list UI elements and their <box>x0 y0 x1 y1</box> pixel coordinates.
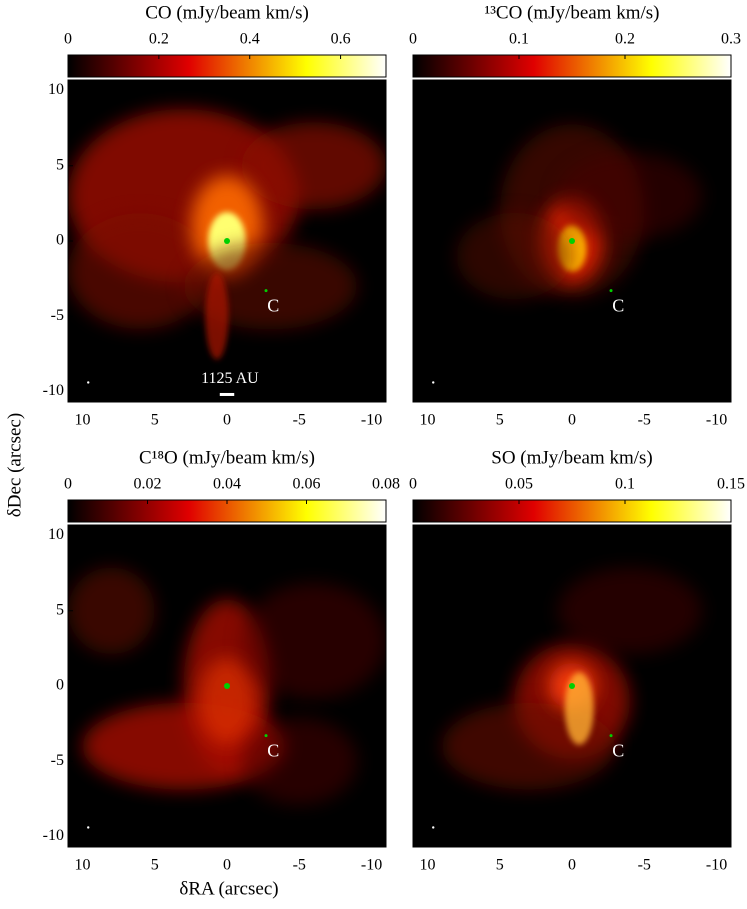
emission <box>241 122 386 210</box>
y-tick-label: -10 <box>43 827 64 844</box>
x-tick-label: -5 <box>293 857 306 874</box>
source-peak <box>224 238 230 244</box>
x-tick-label: 10 <box>419 412 435 429</box>
colorbar-tick-label: 0.1 <box>615 476 635 493</box>
heatmap <box>68 80 386 402</box>
emission <box>205 272 229 360</box>
colorbar-tick-label: 0.1 <box>509 31 529 48</box>
colorbar <box>67 54 387 78</box>
colorbar-tick-label: 0 <box>64 476 72 493</box>
x-tick-label: 10 <box>74 412 90 429</box>
beam <box>87 826 90 829</box>
colorbar-tick-label: 0.2 <box>149 31 169 48</box>
colorbar-tick-label: 0.2 <box>615 31 635 48</box>
source-peak <box>569 238 575 244</box>
x-tick-label: 0 <box>223 412 231 429</box>
colorbar-tick-label: 0.4 <box>240 31 260 48</box>
emission <box>68 567 155 655</box>
colorbar-tick-label: 0 <box>409 476 417 493</box>
colorbar-tick-label: 0.04 <box>213 476 241 493</box>
colorbar-title: C¹⁸O (mJy/beam km/s) <box>139 447 315 468</box>
emission <box>564 672 594 745</box>
annotation: C <box>267 295 279 315</box>
x-tick-label: -10 <box>706 412 727 429</box>
emission <box>198 657 256 745</box>
beam <box>87 381 90 384</box>
emission <box>241 717 358 805</box>
emission <box>557 567 703 655</box>
beam <box>432 826 435 829</box>
annotation: C <box>267 740 279 760</box>
x-tick-label: 5 <box>151 857 159 874</box>
x-tick-label: 0 <box>568 412 576 429</box>
colorbar-tick-label: 0.15 <box>717 476 745 493</box>
colorbar-tick-label: 0.08 <box>372 476 400 493</box>
y-tick-label: 5 <box>56 156 64 173</box>
heatmap <box>413 80 731 402</box>
colorbar <box>412 54 732 78</box>
emission <box>557 152 703 240</box>
y-axis-title: δDec (arcsec) <box>4 413 25 517</box>
y-tick-label: 0 <box>56 677 64 694</box>
colorbar-tick-label: 0.3 <box>721 31 741 48</box>
scale-bar-label: 1125 AU <box>201 370 259 387</box>
x-tick-label: 10 <box>74 857 90 874</box>
y-tick-label: 5 <box>56 601 64 618</box>
x-tick-label: 0 <box>223 857 231 874</box>
colorbar-title: SO (mJy/beam km/s) <box>491 447 653 468</box>
heatmap <box>68 525 386 847</box>
heatmap <box>413 525 731 847</box>
annotation: C <box>612 295 624 315</box>
source-peak <box>569 683 575 689</box>
x-tick-label: 10 <box>419 857 435 874</box>
source-c <box>609 734 613 738</box>
colorbar-tick-label: 0 <box>409 31 417 48</box>
y-tick-label: 0 <box>56 232 64 249</box>
x-tick-label: 5 <box>496 412 504 429</box>
source-c <box>609 289 613 293</box>
colorbar-tick-label: 0 <box>64 31 72 48</box>
y-tick-label: 10 <box>48 81 64 98</box>
colorbar-title: ¹³CO (mJy/beam km/s) <box>485 2 660 23</box>
x-tick-label: -10 <box>361 412 382 429</box>
colorbar-tick-label: 0.02 <box>134 476 162 493</box>
y-tick-label: -5 <box>51 752 64 769</box>
beam <box>432 381 435 384</box>
x-tick-label: -10 <box>361 857 382 874</box>
x-tick-label: 5 <box>496 857 504 874</box>
y-tick-label: -5 <box>51 307 64 324</box>
colorbar-tick-label: 0.6 <box>331 31 351 48</box>
emission <box>241 583 386 699</box>
x-tick-label: -10 <box>706 857 727 874</box>
x-axis-title: δRA (arcsec) <box>179 878 278 899</box>
source-c <box>264 734 268 738</box>
y-tick-label: -10 <box>43 382 64 399</box>
annotation: C <box>612 740 624 760</box>
colorbar-title: CO (mJy/beam km/s) <box>145 2 309 23</box>
colorbar-tick-label: 0.05 <box>505 476 533 493</box>
source-peak <box>224 683 230 689</box>
x-tick-label: 0 <box>568 857 576 874</box>
source-c <box>264 289 268 293</box>
colorbar-tick-label: 0.06 <box>293 476 321 493</box>
scale-bar <box>219 392 235 396</box>
x-tick-label: 5 <box>151 412 159 429</box>
y-tick-label: 10 <box>48 526 64 543</box>
emission <box>456 212 572 300</box>
x-tick-label: -5 <box>638 412 651 429</box>
x-tick-label: -5 <box>638 857 651 874</box>
emission <box>68 213 213 329</box>
colorbar <box>412 499 732 523</box>
x-tick-label: -5 <box>293 412 306 429</box>
